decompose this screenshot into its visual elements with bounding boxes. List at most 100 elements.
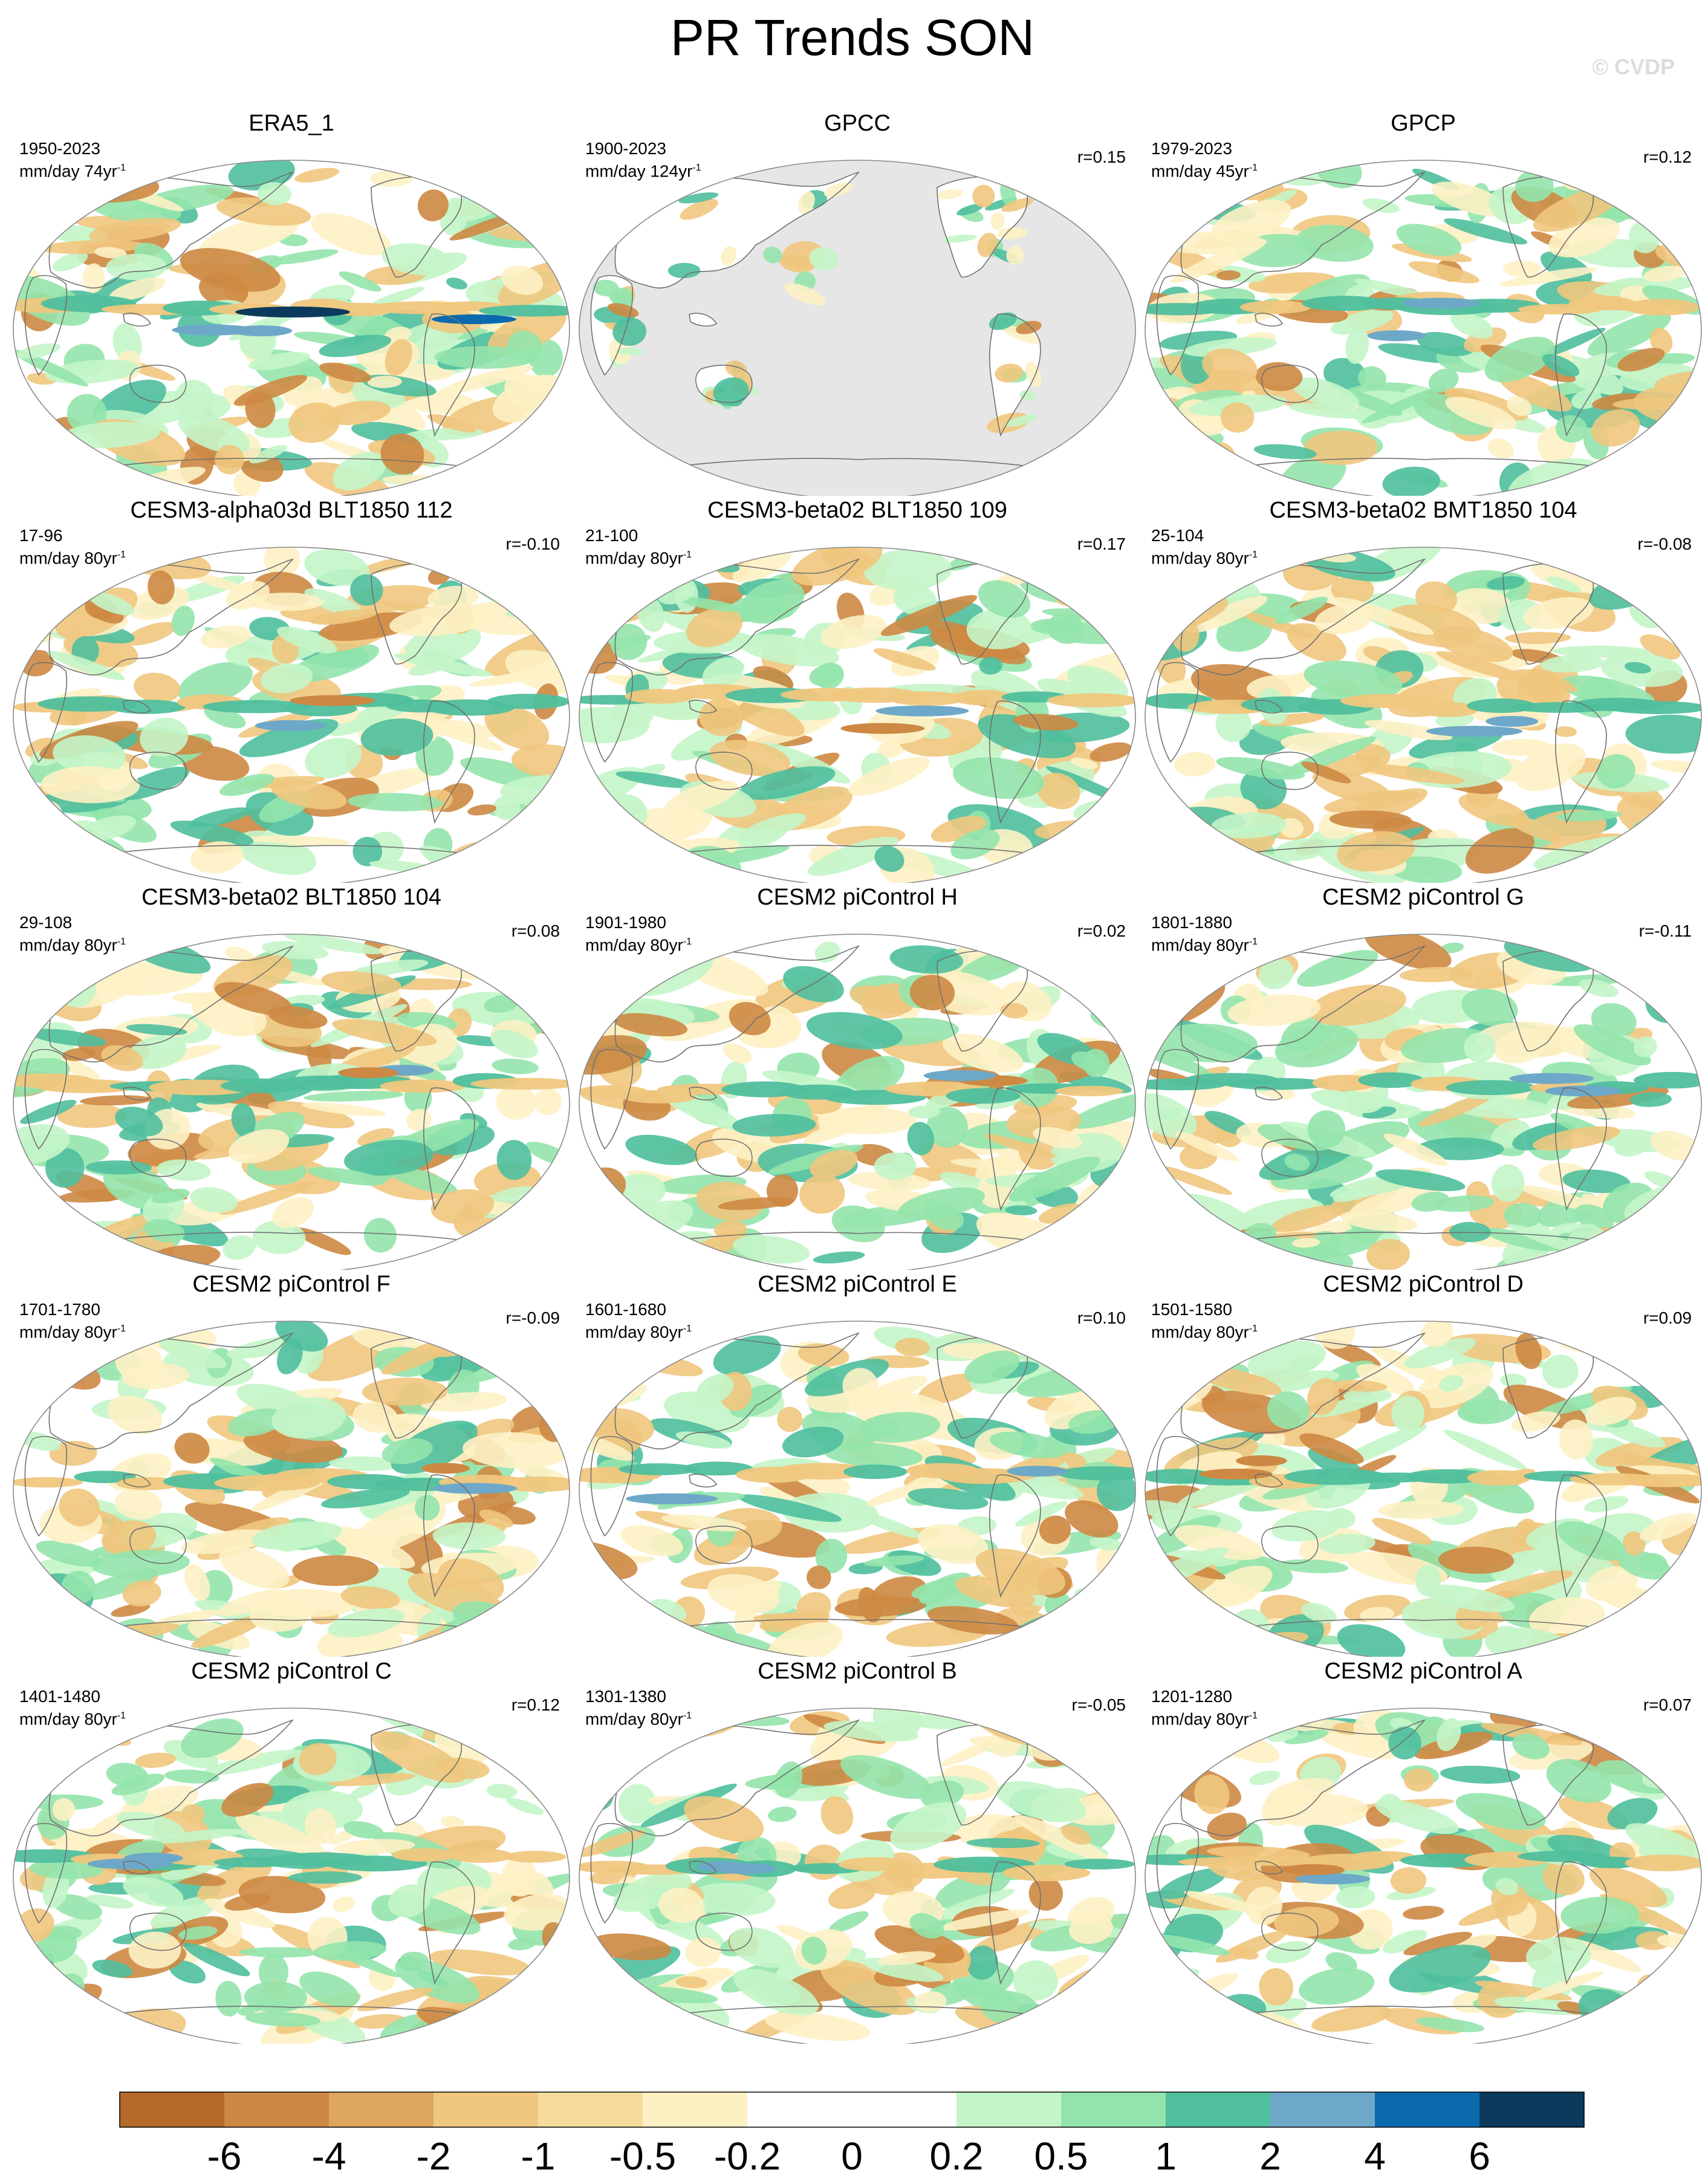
map-panel: CESM2 piControl D 1501-1580 mm/day 80yr-1 r…	[1140, 1272, 1705, 1657]
panel-title: CESM2 piControl D	[1323, 1272, 1524, 1297]
colorbar-swatch	[329, 2092, 434, 2127]
map-panel: CESM2 piControl G 1801-1880 mm/day 80yr-1 r…	[1140, 885, 1705, 1270]
map-panel: CESM2 piControl C 1401-1480 mm/day 80yr-1 r…	[8, 1659, 574, 2044]
panel-units: mm/day 80yr-1	[19, 1322, 126, 1342]
panel-title: CESM2 piControl F	[192, 1272, 391, 1297]
panel-title: CESM2 piControl B	[758, 1659, 957, 1684]
map-panel: CESM2 piControl B 1301-1380 mm/day 80yr-1 r…	[574, 1659, 1140, 2044]
map-panel: GPCC 1900-2023 mm/day 124yr-1 r=0.15	[574, 111, 1140, 496]
map-ellipse	[1145, 160, 1702, 496]
colorbar-swatch	[1375, 2092, 1480, 2127]
panel-title: CESM2 piControl C	[191, 1659, 392, 1684]
panel-correlation: r=-0.09	[505, 1308, 560, 1327]
map-panel: CESM2 piControl F 1701-1780 mm/day 80yr-1 r…	[8, 1272, 574, 1657]
panel-units: mm/day 80yr-1	[585, 548, 692, 568]
watermark: © CVDP	[1592, 54, 1675, 79]
panel-years: 1900-2023	[585, 139, 666, 158]
panel-units: mm/day 80yr-1	[1151, 935, 1258, 955]
colorbar-swatch	[956, 2092, 1062, 2127]
map-ellipse	[579, 547, 1136, 883]
panel-title: CESM2 piControl A	[1324, 1659, 1522, 1684]
panel-title: CESM3-beta02 BLT1850 104	[141, 885, 441, 910]
panel-units: mm/day 80yr-1	[1151, 1709, 1258, 1729]
panel-correlation: r=-0.11	[1638, 921, 1692, 940]
panel-units: mm/day 74yr-1	[19, 161, 126, 181]
panel-correlation: r=0.02	[1077, 921, 1126, 940]
panel-title: CESM3-beta02 BMT1850 104	[1269, 498, 1577, 523]
colorbar-label: -0.5	[609, 2134, 676, 2178]
panel-units: mm/day 80yr-1	[19, 935, 126, 955]
panel-correlation: r=0.09	[1643, 1308, 1692, 1327]
map-ellipse	[13, 1708, 570, 2044]
colorbar-swatch	[852, 2092, 957, 2127]
panel-title: GPCP	[1391, 111, 1456, 136]
colorbar-swatch	[747, 2092, 852, 2127]
panel-years: 25-104	[1151, 526, 1204, 545]
colorbar-swatch	[434, 2092, 539, 2127]
colorbar-label: 0.2	[930, 2134, 984, 2178]
panel-units: mm/day 80yr-1	[585, 1709, 692, 1729]
map-panel: ERA5_1 1950-2023 mm/day 74yr-1	[8, 111, 574, 496]
panel-correlation: r=0.17	[1077, 535, 1126, 553]
map-ellipse	[13, 934, 570, 1270]
map-panel: CESM2 piControl E 1601-1680 mm/day 80yr-1 r…	[574, 1272, 1140, 1657]
panel-years: 29-108	[19, 913, 73, 932]
panel-correlation: r=0.08	[511, 921, 560, 940]
panel-title: ERA5_1	[248, 111, 334, 136]
map-ellipse	[1145, 1708, 1702, 2044]
panel-years: 21-100	[585, 526, 638, 545]
map-ellipse	[13, 1321, 570, 1657]
colorbar-label: -1	[521, 2134, 556, 2178]
panel-units: mm/day 80yr-1	[1151, 548, 1258, 568]
map-ellipse	[579, 1708, 1136, 2044]
map-ellipse	[1145, 1321, 1702, 1657]
panel-correlation: r=-0.10	[505, 535, 560, 553]
panel-correlation: r=-0.05	[1071, 1695, 1126, 1714]
colorbar-label: -2	[417, 2134, 451, 2178]
panel-years: 1901-1980	[585, 913, 666, 932]
panel-correlation: r=0.12	[511, 1695, 560, 1714]
panel-years: 1201-1280	[1151, 1687, 1232, 1706]
map-ellipse	[1145, 934, 1702, 1270]
colorbar-label: 0.5	[1034, 2134, 1088, 2178]
panel-years: 1701-1780	[19, 1300, 100, 1319]
map-panel: GPCP 1979-2023 mm/day 45yr-1 r=0.12	[1140, 111, 1705, 496]
panel-years: 1979-2023	[1151, 139, 1232, 158]
panel-years: 1301-1380	[585, 1687, 666, 1706]
colorbar-label: -4	[312, 2134, 346, 2178]
colorbar-label: -0.2	[714, 2134, 781, 2178]
panel-years: 1950-2023	[19, 139, 100, 158]
panel-years: 1601-1680	[585, 1300, 666, 1319]
panel-title: CESM3-beta02 BLT1850 109	[707, 498, 1007, 523]
map-panel: CESM3-beta02 BMT1850 104 25-104 mm/day 80y…	[1140, 498, 1705, 883]
colorbar-label: 2	[1259, 2134, 1281, 2178]
colorbar-swatch	[643, 2092, 748, 2127]
panel-correlation: r=0.10	[1077, 1308, 1126, 1327]
panel-units: mm/day 80yr-1	[19, 1709, 126, 1729]
panel-correlation: r=0.07	[1643, 1695, 1692, 1714]
map-panel: CESM2 piControl A 1201-1280 mm/day 80yr-1 r…	[1140, 1659, 1705, 2044]
colorbar-swatch	[1166, 2092, 1271, 2127]
map-panel: CESM3-beta02 BLT1850 109 21-100 mm/day 80y…	[574, 498, 1140, 883]
colorbar-label: -6	[207, 2134, 242, 2178]
panel-title: CESM2 piControl H	[757, 885, 958, 910]
map-ellipse	[579, 160, 1136, 496]
panel-title: CESM3-alpha03d BLT1850 112	[130, 498, 453, 523]
colorbar: -6 -4 -2 -1 -0.5 -0.2 0 0.2 0.5 1 2 4 6	[119, 2091, 1585, 2178]
colorbar-swatch	[1061, 2092, 1166, 2127]
panel-years: 1501-1580	[1151, 1300, 1232, 1319]
colorbar-swatch	[538, 2092, 643, 2127]
map-panel: CESM3-alpha03d BLT1850 112 17-96 mm/day 80…	[8, 498, 574, 883]
colorbar-swatch	[1479, 2092, 1585, 2127]
panel-units: mm/day 45yr-1	[1151, 161, 1258, 181]
panel-years: 1401-1480	[19, 1687, 100, 1706]
colorbar-swatch	[1270, 2092, 1375, 2127]
panel-units: mm/day 80yr-1	[585, 935, 692, 955]
colorbar-label: 0	[841, 2134, 863, 2178]
panel-years: 17-96	[19, 526, 63, 545]
map-ellipse	[1145, 547, 1702, 883]
panel-title: CESM2 piControl E	[758, 1272, 957, 1297]
colorbar-label: 4	[1364, 2134, 1386, 2178]
map-ellipse	[579, 934, 1136, 1270]
panel-correlation: r=0.15	[1077, 148, 1126, 166]
